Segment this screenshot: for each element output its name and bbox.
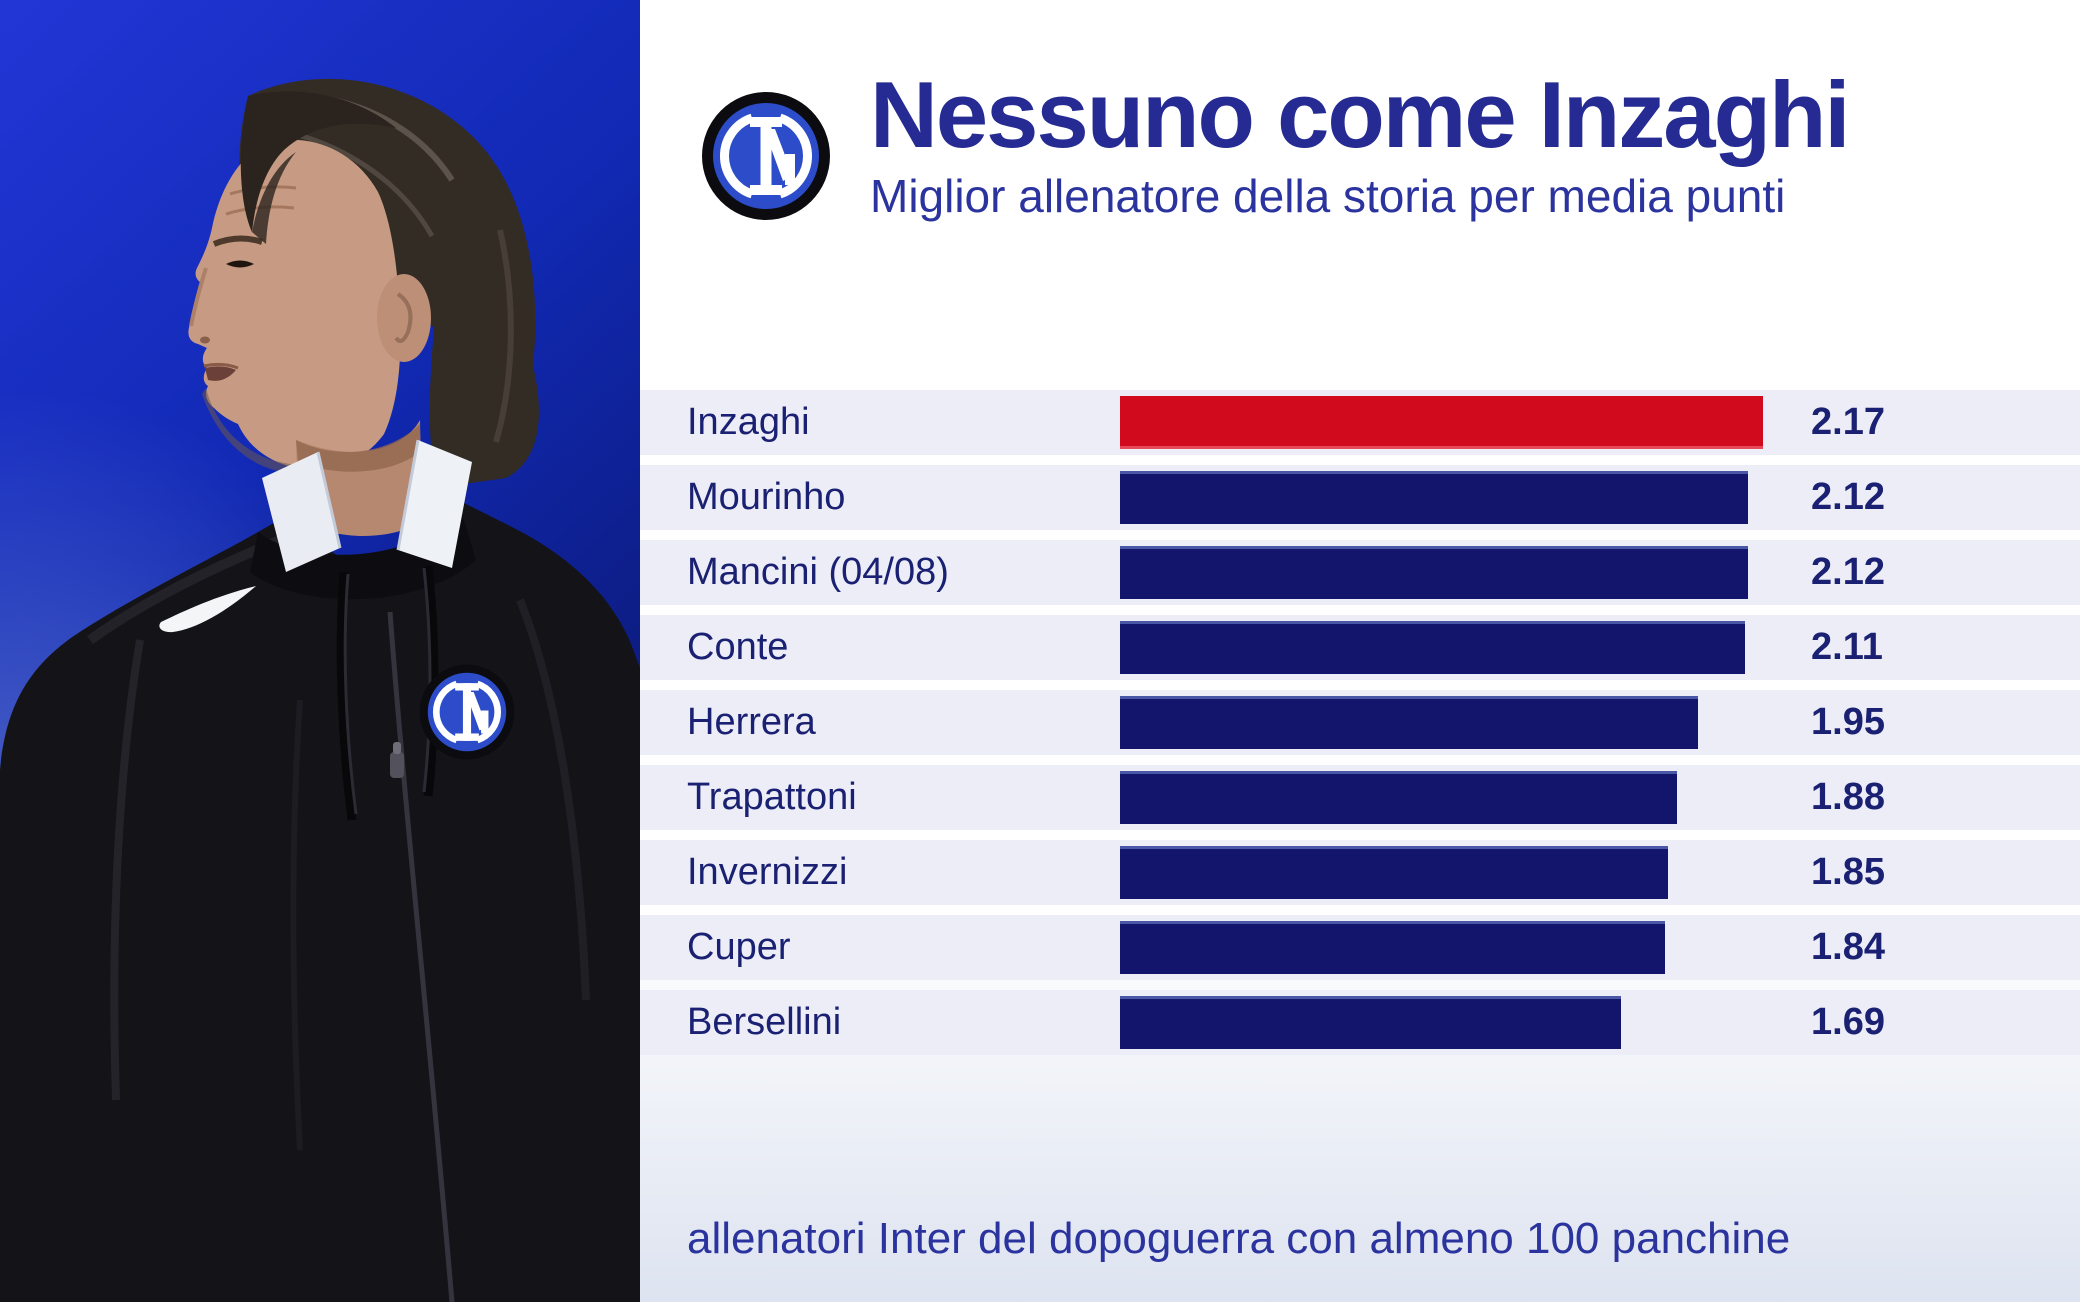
hair-front: [240, 91, 396, 244]
chart-footnote: allenatori Inter del dopoguerra con alme…: [687, 1214, 1791, 1263]
bar: [1120, 921, 1666, 974]
value-label: 1.85: [1811, 851, 1885, 893]
face: [188, 140, 431, 474]
mouth: [205, 366, 236, 381]
bar-track: [1120, 915, 1763, 980]
bar: [1120, 546, 1749, 599]
highlight-bar: [1120, 396, 1763, 449]
value-label: 1.88: [1811, 776, 1885, 818]
bar: [1120, 621, 1746, 674]
chart-row: Bersellini 1.69: [640, 990, 2080, 1055]
coach-label: Cuper: [687, 926, 791, 968]
coach-label: Mourinho: [687, 476, 846, 518]
coach-label: Bersellini: [687, 1001, 842, 1043]
bar: [1120, 696, 1698, 749]
inter-crest-icon: [420, 665, 515, 760]
chart-row: Mourinho 2.12: [640, 465, 2080, 530]
bar: [1120, 771, 1678, 824]
inter-crest-icon: [702, 92, 830, 220]
coach-label: Inzaghi: [687, 401, 810, 443]
chart-row: Trapattoni 1.88: [640, 765, 2080, 830]
value-label: 1.84: [1811, 926, 1885, 968]
bar: [1120, 996, 1621, 1049]
coach-label: Trapattoni: [687, 776, 857, 818]
bar-track: [1120, 540, 1763, 605]
jacket: [0, 502, 640, 1302]
bar-track: [1120, 765, 1763, 830]
value-label: 2.12: [1811, 476, 1885, 518]
bar-track: [1120, 840, 1763, 905]
page-subtitle: Miglior allenatore della storia per medi…: [870, 170, 1786, 222]
chart-row: Invernizzi 1.85: [640, 840, 2080, 905]
bar: [1120, 846, 1669, 899]
bar-track: [1120, 390, 1763, 455]
bar-track: [1120, 690, 1763, 755]
chart-row: Conte 2.11: [640, 615, 2080, 680]
photo-panel: [0, 0, 640, 1302]
bar-track: [1120, 465, 1763, 530]
eyebrow: [212, 235, 263, 247]
coach-label: Mancini (04/08): [687, 551, 949, 593]
chart-row: Inzaghi 2.17: [640, 390, 2080, 455]
coach-label: Conte: [687, 626, 789, 668]
coach-label: Herrera: [687, 701, 816, 743]
value-label: 2.12: [1811, 551, 1885, 593]
jacket-collar: [250, 514, 476, 600]
bar: [1120, 471, 1749, 524]
chart-panel: Nessuno come Inzaghi Miglior allenatore …: [640, 0, 2080, 1302]
header: Nessuno come Inzaghi Miglior allenatore …: [870, 62, 1851, 222]
value-label: 1.95: [1811, 701, 1885, 743]
nike-swoosh-icon: [159, 586, 256, 633]
coach-label: Invernizzi: [687, 851, 848, 893]
chart-row: Mancini (04/08) 2.12: [640, 540, 2080, 605]
shirt-collar: [262, 439, 472, 572]
bar-track: [1120, 615, 1763, 680]
chart-rows: Inzaghi 2.17 Mourinho 2.12 Mancini (04/08) 2.…: [640, 390, 2080, 1065]
bar-track: [1120, 990, 1763, 1055]
page-title: Nessuno come Inzaghi: [870, 62, 1851, 167]
inzaghi-portrait: [0, 0, 640, 1302]
value-label: 2.17: [1811, 401, 1885, 443]
chart-row: Herrera 1.95: [640, 690, 2080, 755]
eye: [226, 260, 254, 268]
ear: [377, 274, 431, 362]
zipper: [387, 611, 455, 1302]
chart-row: Cuper 1.84: [640, 915, 2080, 980]
value-label: 1.69: [1811, 1001, 1885, 1043]
value-label: 2.11: [1811, 626, 1883, 668]
